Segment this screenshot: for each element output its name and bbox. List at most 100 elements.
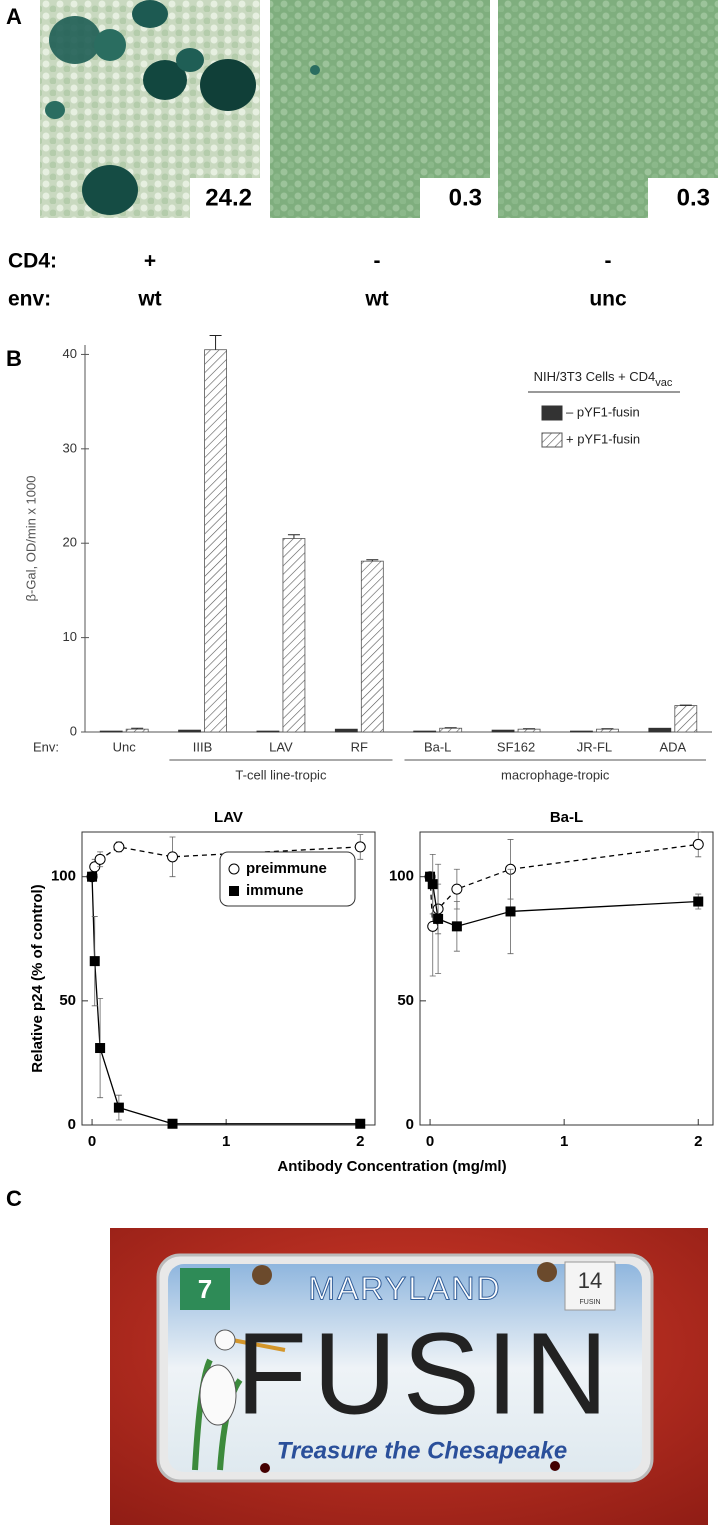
score: 0.3 <box>449 184 482 211</box>
marker <box>505 906 516 917</box>
marker <box>113 841 125 853</box>
x-tick-label: 1 <box>222 1133 230 1150</box>
legend-box <box>219 851 356 907</box>
error-bar <box>287 534 300 539</box>
bar <box>517 728 541 733</box>
y-tick-label: 40 <box>63 346 77 361</box>
micrograph <box>40 0 260 218</box>
plate-slogan: Treasure the Chesapeake <box>277 1437 567 1464</box>
y-tick-label: 20 <box>63 535 77 550</box>
license-plate-photo <box>110 1228 708 1525</box>
x-tick-label: LAV <box>269 739 293 754</box>
x-tick-label: Unc <box>113 739 137 754</box>
y-tick-label: 0 <box>68 1116 76 1133</box>
marker <box>451 883 463 895</box>
bar <box>360 560 384 733</box>
legend-title: NIH/3T3 Cells + CD4vac <box>534 369 673 388</box>
legend-label: – pYF1-fusin <box>566 404 640 419</box>
row-value: wt <box>137 288 161 311</box>
bar <box>596 728 619 733</box>
marker <box>167 851 179 863</box>
marker <box>87 871 98 882</box>
row-value: - <box>374 250 381 273</box>
row-value: wt <box>364 288 388 311</box>
marker <box>355 1118 366 1129</box>
x-tick-label: 0 <box>88 1133 96 1150</box>
y-tick-label: 0 <box>70 723 77 738</box>
legend-marker <box>229 886 239 896</box>
line <box>91 846 361 877</box>
row-value: unc <box>589 288 627 311</box>
legend-marker <box>228 863 240 875</box>
error-bar <box>131 727 144 730</box>
x-tick-label: IIIB <box>193 739 213 754</box>
line <box>429 843 699 927</box>
panel-label: C <box>6 1186 22 1211</box>
panel-label: B <box>6 346 22 371</box>
x-tick-label: RF <box>351 739 368 754</box>
bar <box>125 728 149 733</box>
plot-frame <box>419 831 714 1126</box>
bar <box>334 728 358 733</box>
x-tick-label: ADA <box>659 739 686 754</box>
chart-title: Ba-L <box>550 809 583 826</box>
panel-label: A <box>6 4 22 29</box>
x-tick-label: 0 <box>426 1133 434 1150</box>
y-tick-label: 50 <box>59 992 76 1009</box>
marker <box>451 921 462 932</box>
score: 24.2 <box>205 184 252 211</box>
row-value: - <box>605 250 612 273</box>
marker <box>95 1043 106 1054</box>
bar <box>439 727 463 733</box>
y-axis-label: Relative p24 (% of control) <box>29 884 46 1072</box>
bar <box>256 730 280 733</box>
score-box <box>190 178 260 218</box>
year-sticker: 14 <box>578 1268 602 1293</box>
x-tick-label: SF162 <box>497 739 535 754</box>
y-tick-label: 100 <box>389 868 414 885</box>
bar <box>674 705 698 733</box>
bar <box>282 538 306 733</box>
x-axis-label: Antibody Concentration (mg/ml) <box>277 1158 506 1175</box>
bar <box>491 729 515 733</box>
plate-number: FUSIN <box>236 1309 614 1439</box>
bar <box>413 730 437 733</box>
marker <box>692 838 704 850</box>
year-sticker-text: FUSIN <box>580 1299 601 1306</box>
legend-label: + pYF1-fusin <box>566 431 640 446</box>
y-tick-label: 30 <box>63 440 77 455</box>
marker <box>167 1118 178 1129</box>
y-tick-label: 50 <box>397 992 414 1009</box>
plot-frame <box>81 831 376 1126</box>
marker <box>427 879 438 890</box>
legend-label: preimmune <box>246 860 327 877</box>
legend-label: immune <box>246 882 304 899</box>
group-label: T-cell line-tropic <box>235 767 327 782</box>
marker <box>89 956 100 967</box>
bar <box>204 349 227 733</box>
x-prefix: Env: <box>33 739 59 754</box>
y-tick-label: 10 <box>63 629 77 644</box>
x-tick-label: 1 <box>560 1133 568 1150</box>
chart-title: LAV <box>214 809 243 826</box>
x-tick-label: JR-FL <box>577 739 612 754</box>
month-sticker: 7 <box>198 1274 212 1304</box>
legend-title-subscript: vac <box>655 377 673 389</box>
marker <box>354 841 366 853</box>
bar <box>648 727 672 733</box>
legend-title-main: NIH/3T3 Cells + CD4 <box>534 369 656 384</box>
score-box <box>420 178 490 218</box>
score: 0.3 <box>677 184 710 211</box>
y-axis-label: β-Gal, OD/min x 1000 <box>23 476 38 602</box>
line <box>91 876 361 1125</box>
row-label: env: <box>8 288 51 311</box>
marker <box>113 1102 124 1113</box>
bar <box>570 730 593 733</box>
row-value: + <box>144 250 156 273</box>
x-tick-label: 2 <box>356 1133 364 1150</box>
legend-swatch <box>541 432 563 448</box>
y-tick-label: 100 <box>51 868 76 885</box>
y-tick-label: 0 <box>406 1116 414 1133</box>
